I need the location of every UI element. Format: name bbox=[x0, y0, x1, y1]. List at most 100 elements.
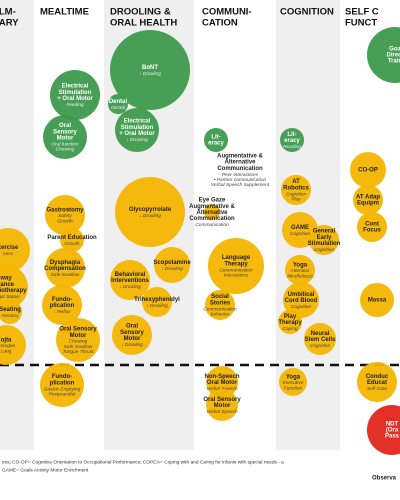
bubble-title: physiotherapy bbox=[0, 288, 27, 294]
bubble bbox=[110, 260, 150, 300]
bubble-title: Motor bbox=[70, 333, 87, 339]
bubble-title: Pass bbox=[385, 434, 400, 440]
bubble-title: Scopolamine bbox=[153, 260, 191, 266]
bubble-subtitle: Growth bbox=[64, 241, 80, 247]
bubble-title: Language bbox=[222, 255, 251, 261]
bubble-title: CO-OP bbox=[358, 167, 378, 173]
bubble-subtitle: ↓ Drooling bbox=[146, 303, 168, 309]
column-header: NARY bbox=[0, 18, 19, 29]
bubble-title: Communication bbox=[217, 166, 263, 172]
bubble-title: Oral Motor bbox=[207, 380, 238, 386]
bubble bbox=[108, 94, 128, 114]
bubble-subtitle: Safe Swallow bbox=[64, 344, 93, 350]
bubble-title: (Ora bbox=[386, 427, 399, 433]
bubble-title: Augmentative & bbox=[189, 204, 235, 210]
bubble-subtitle: ↓ Drooling bbox=[139, 71, 161, 77]
bubble-title: Cont bbox=[365, 221, 379, 227]
bubble bbox=[206, 389, 238, 421]
column-header: FUNCT bbox=[345, 18, 377, 29]
bubble-title: xercise bbox=[0, 245, 19, 251]
bubble-subtitle: Coping bbox=[282, 326, 298, 332]
bubble-subtitle: Adapt Status bbox=[0, 294, 20, 300]
bubble-subtitle: Lung bbox=[1, 348, 12, 354]
bubble-title: Goa bbox=[389, 46, 400, 52]
bubble-title: Massa bbox=[368, 297, 387, 303]
bubble-subtitle: Mindfulness bbox=[287, 273, 313, 279]
bubble-title: Neural bbox=[311, 331, 330, 337]
bubble bbox=[360, 283, 394, 317]
bubble-subtitle: Dental bbox=[111, 105, 126, 111]
bubble-title: Sensory bbox=[53, 129, 77, 135]
bubble bbox=[40, 363, 84, 407]
bubble-title: Focus bbox=[363, 228, 381, 234]
bubble bbox=[45, 248, 85, 288]
bubble-subtitle: Attention bbox=[290, 268, 310, 274]
bubble-title: Yoga bbox=[293, 262, 308, 268]
bubble bbox=[112, 315, 152, 355]
bubble bbox=[0, 300, 22, 324]
bubble bbox=[367, 27, 400, 83]
bubble-title: Behavioral bbox=[115, 272, 146, 278]
bubble-title: Trihexyphenidyl bbox=[134, 297, 180, 303]
bubble-title: Oral Sensory bbox=[59, 327, 97, 333]
bubble-title: Social bbox=[211, 294, 229, 300]
bubble-title: Stimulation bbox=[308, 241, 341, 247]
bubble-title: Therapy bbox=[224, 261, 248, 267]
bubble-title: Fundo- bbox=[52, 374, 72, 380]
bubble-title: Gastrostomy bbox=[46, 207, 84, 213]
bubble-title: Oral bbox=[59, 123, 71, 129]
bubble-title: way bbox=[0, 276, 12, 282]
bubble bbox=[367, 405, 400, 455]
bubble-title: eracy bbox=[284, 138, 300, 144]
bubble-subtitle: interactions bbox=[224, 272, 249, 278]
bubble-subtitle: Peer Interactions bbox=[222, 172, 259, 178]
bubble-subtitle: Verbal Speech Supplement bbox=[211, 182, 270, 188]
column-header: CATION bbox=[202, 18, 238, 29]
bubble-subtitle: ness bbox=[3, 252, 14, 257]
bubble-title: Seating bbox=[0, 307, 21, 313]
bubble-title: Early bbox=[317, 235, 332, 241]
bubble-title: Parent Education bbox=[47, 235, 97, 241]
bubble-subtitle: ↓ Drooling bbox=[161, 266, 183, 272]
bubble-subtitle: Chewing bbox=[56, 147, 75, 153]
footer-line: GAME= Goals Activity Motor Enrichment bbox=[2, 467, 89, 473]
bubble bbox=[0, 265, 28, 309]
bubble bbox=[357, 362, 397, 402]
bubble-title: AT bbox=[292, 179, 300, 185]
bubble bbox=[115, 108, 159, 152]
observation-label: Observa bbox=[372, 476, 397, 482]
bubble bbox=[0, 228, 30, 272]
bubble-title: Non-Speech bbox=[204, 374, 239, 380]
bubble bbox=[357, 212, 387, 242]
bubble bbox=[110, 30, 190, 110]
bubble-subtitle: Executive bbox=[283, 380, 304, 386]
bubble-title: Cord Blood bbox=[285, 298, 318, 304]
bubble-subtitle: ↓ Drooling bbox=[119, 284, 141, 290]
bubble-title: Interventions bbox=[111, 278, 149, 284]
bubble bbox=[204, 204, 220, 220]
bubble-subtitle: Chewing bbox=[69, 339, 88, 345]
bubble-title: Lit- bbox=[287, 132, 296, 138]
bubble-title: General bbox=[313, 229, 336, 235]
bubble-subtitle: Cognition bbox=[291, 304, 312, 310]
bubble-title: Equipm bbox=[357, 201, 379, 207]
column-header: MEALTIME bbox=[40, 7, 89, 18]
bubble-subtitle: ↓ Drooling bbox=[121, 342, 143, 348]
bubble bbox=[309, 225, 339, 255]
bubble-subtitle: Cognition bbox=[286, 191, 307, 197]
bubble-subtitle: Growth bbox=[57, 218, 73, 224]
bubble-title: Eye Gaze bbox=[199, 198, 226, 204]
bubble-title: Yoga bbox=[286, 374, 301, 380]
bubble-subtitle: Play bbox=[291, 196, 301, 202]
bubble-title: Therapy bbox=[278, 320, 302, 326]
bubble-subtitle: Reading bbox=[283, 144, 301, 150]
column-header: COMMUNI- bbox=[202, 7, 252, 18]
bubble-title: eracy bbox=[208, 141, 224, 147]
bubble bbox=[50, 70, 100, 120]
bubble bbox=[142, 287, 172, 317]
bubble-title: AT Adap bbox=[356, 194, 380, 200]
bubble-title: Communication bbox=[189, 216, 235, 222]
bubble-title: Play bbox=[284, 314, 297, 320]
bubble-title: Train bbox=[388, 59, 400, 65]
column-band bbox=[0, 0, 34, 450]
